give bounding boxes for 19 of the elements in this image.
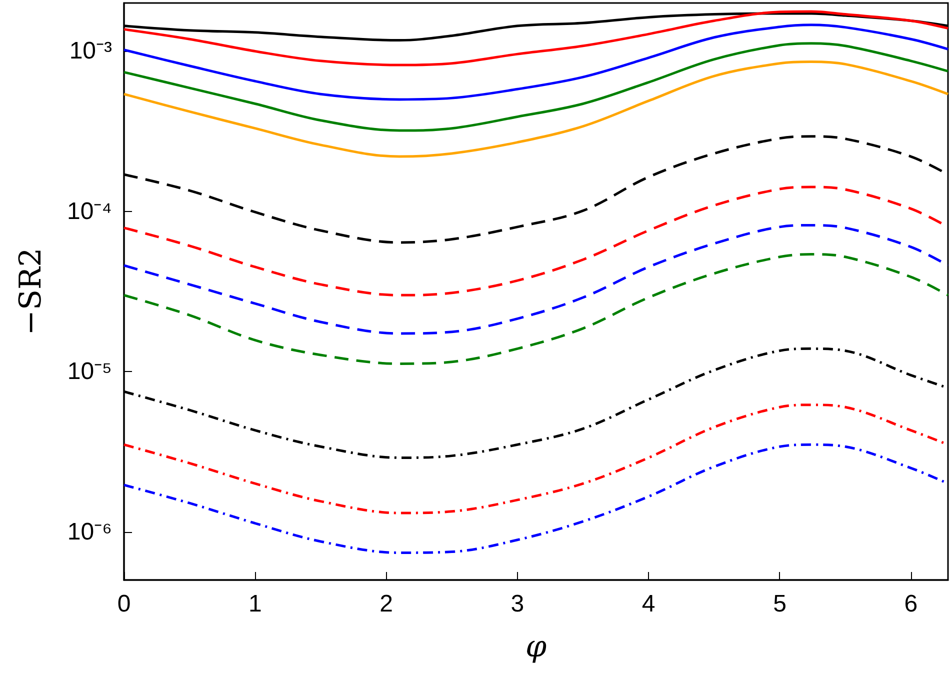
line-series (122, 60, 950, 158)
line-series (122, 10, 950, 66)
line-series (122, 253, 950, 365)
x-tick-label: 4 (642, 590, 656, 618)
y-tick-label: 10⁻⁵ (67, 358, 112, 386)
y-tick-label: 10⁻⁶ (67, 518, 112, 546)
x-tick-label: 2 (380, 590, 393, 618)
y-axis-title: −SR2 (14, 248, 48, 336)
line-series (122, 42, 950, 132)
line-series (122, 224, 950, 335)
x-tick-label: 1 (248, 590, 262, 618)
line-series (122, 24, 950, 101)
x-tick-label: 5 (773, 590, 786, 618)
x-tick-label: 0 (117, 590, 131, 618)
y-tick-label: 10⁻⁴ (66, 198, 112, 225)
x-axis-title: φ (525, 630, 547, 664)
x-tick-label: 6 (904, 590, 918, 618)
y-tick-label: 10⁻³ (69, 38, 112, 65)
x-tick-label: 3 (510, 590, 524, 618)
